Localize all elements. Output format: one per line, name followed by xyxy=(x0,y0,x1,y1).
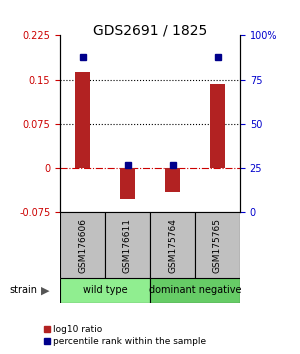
Bar xyxy=(60,278,150,303)
Text: GSM175764: GSM175764 xyxy=(168,218,177,273)
Text: dominant negative: dominant negative xyxy=(149,285,241,295)
Bar xyxy=(150,212,195,278)
Bar xyxy=(195,212,240,278)
Legend: log10 ratio, percentile rank within the sample: log10 ratio, percentile rank within the … xyxy=(44,325,207,346)
Text: GDS2691 / 1825: GDS2691 / 1825 xyxy=(93,23,207,37)
Bar xyxy=(165,168,180,192)
Bar xyxy=(75,72,90,168)
Text: GSM176606: GSM176606 xyxy=(78,218,87,273)
Text: GSM175765: GSM175765 xyxy=(213,218,222,273)
Bar xyxy=(120,168,135,199)
Text: strain: strain xyxy=(9,285,37,295)
Bar xyxy=(210,84,225,168)
Bar xyxy=(60,212,105,278)
Text: GSM176611: GSM176611 xyxy=(123,218,132,273)
Bar xyxy=(105,212,150,278)
Text: ▶: ▶ xyxy=(40,285,49,295)
Bar xyxy=(150,278,240,303)
Text: wild type: wild type xyxy=(83,285,127,295)
